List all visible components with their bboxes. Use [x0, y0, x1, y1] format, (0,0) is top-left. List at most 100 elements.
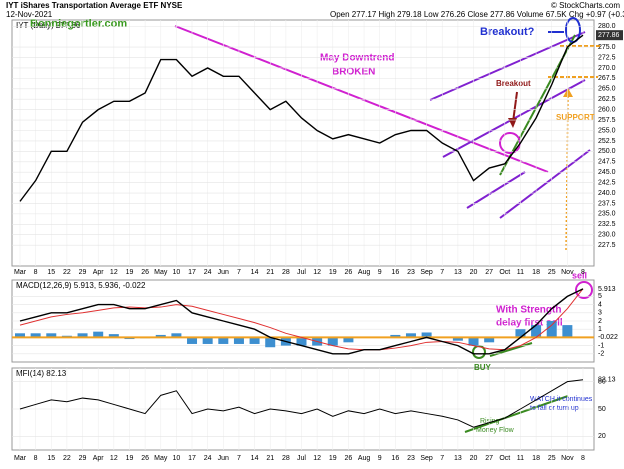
- macd-histogram-bar: [452, 337, 463, 341]
- x-tick-label: Oct: [499, 455, 510, 462]
- mfi-legend: MFI(14) 82.13: [16, 369, 67, 378]
- y-tick-label: 265.0: [598, 86, 616, 93]
- y-tick-label: 257.5: [598, 117, 616, 124]
- mfi-last-label: 82.13: [598, 377, 616, 384]
- x-tick-label: 14: [251, 455, 259, 462]
- arrow-head: [508, 118, 517, 128]
- macd-last-label: 5.913: [598, 286, 616, 293]
- annotation: sell: [572, 270, 587, 280]
- y-tick-label: 260.0: [598, 106, 616, 113]
- macd-histogram-bar: [265, 337, 276, 348]
- x-tick-label: 19: [329, 455, 337, 462]
- macd-histogram-bar: [93, 331, 104, 338]
- x-tick-label: 11: [517, 269, 524, 276]
- x-tick-label: Nov: [561, 269, 574, 276]
- x-tick-label: 16: [391, 269, 399, 276]
- macd-histogram-bar: [202, 337, 213, 344]
- x-tick-label: 12: [313, 269, 321, 276]
- series-line: [19, 288, 584, 355]
- x-tick-label: 18: [532, 269, 540, 276]
- breakout-arrow: [512, 91, 518, 123]
- buy-circle: [472, 345, 486, 359]
- x-tick-label: 19: [126, 455, 134, 462]
- last-price-box: [596, 30, 623, 41]
- annotation: SUPPORT: [556, 113, 595, 122]
- x-tick-label: 14: [251, 269, 259, 276]
- x-tick-label: 7: [440, 269, 444, 276]
- macd-histogram-bar: [296, 337, 307, 346]
- y-tick-label: 245.0: [598, 169, 616, 176]
- x-tick-label: 21: [266, 269, 274, 276]
- price-legend: IYT (Daily) 277.86: [16, 21, 81, 30]
- x-tick-label: May: [154, 269, 168, 276]
- y-tick-label: 80: [598, 379, 606, 386]
- annotation: Breakout: [496, 79, 531, 88]
- x-tick-label: 8: [34, 269, 38, 276]
- site: Bonniegortler.com: [30, 18, 127, 30]
- x-tick-label: Aug: [358, 455, 371, 462]
- quote: Open 277.17 High 279.18 Low 276.26 Close…: [330, 10, 624, 19]
- x-tick-label: 7: [440, 455, 444, 462]
- x-tick-label: 28: [282, 269, 290, 276]
- macd-histogram-bar: [171, 333, 182, 338]
- x-tick-label: 13: [454, 455, 462, 462]
- x-tick-label: 15: [47, 455, 55, 462]
- x-tick-label: 26: [141, 269, 149, 276]
- x-tick-label: Aug: [358, 269, 371, 276]
- macd-histogram-bar: [218, 337, 229, 344]
- x-tick-label: 20: [470, 269, 478, 276]
- macd-histogram-bar: [30, 333, 41, 338]
- x-tick-label: 10: [172, 269, 180, 276]
- x-tick-label: Mar: [14, 455, 27, 462]
- macd-histogram-bar: [484, 337, 495, 343]
- macd-histogram-bar: [15, 333, 25, 338]
- x-tick-label: 24: [204, 455, 212, 462]
- date: 12-Nov-2021: [6, 10, 53, 19]
- macd-histogram-bar: [46, 333, 57, 338]
- macd-histogram-bar: [233, 337, 244, 344]
- x-tick-label: 22: [63, 455, 71, 462]
- macd-histogram-bar: [468, 337, 479, 346]
- y-tick-label: 230.0: [598, 232, 616, 239]
- x-tick-label: 11: [517, 455, 524, 462]
- mfi-trend: [464, 395, 569, 433]
- macd-legend: MACD(12,26,9) 5.913, 5.936, -0.022: [16, 281, 146, 290]
- x-tick-label: May: [154, 455, 168, 462]
- channel-line: [499, 149, 591, 219]
- hist-last-label: -0.022: [598, 334, 618, 341]
- annotation: BUY: [474, 363, 492, 372]
- y-tick-label: 280.0: [598, 23, 616, 30]
- x-tick-label: Nov: [561, 455, 574, 462]
- series-line: [19, 288, 584, 351]
- macd-histogram-bar: [421, 332, 432, 338]
- x-tick-label: 8: [34, 455, 38, 462]
- x-tick-label: 26: [345, 455, 353, 462]
- annotation: delay first sell: [496, 318, 563, 329]
- arrow-head: [563, 88, 573, 97]
- x-tick-label: Jun: [218, 455, 229, 462]
- x-tick-label: Oct: [499, 269, 510, 276]
- x-tick-label: 29: [79, 455, 87, 462]
- x-tick-label: 12: [110, 455, 118, 462]
- y-tick-label: 272.5: [598, 54, 616, 61]
- x-tick-label: Mar: [14, 269, 27, 276]
- annotation: WATCH it continues: [530, 396, 593, 403]
- x-tick-label: 12: [110, 269, 118, 276]
- macd-histogram-bar: [562, 325, 573, 338]
- x-tick-label: 8: [581, 455, 585, 462]
- series-line: [19, 379, 584, 428]
- y-tick-label: 267.5: [598, 75, 616, 82]
- x-tick-label: 19: [329, 269, 337, 276]
- y-tick-label: 5: [598, 293, 602, 300]
- x-tick-label: 18: [532, 455, 540, 462]
- x-tick-label: 12: [313, 455, 321, 462]
- x-tick-label: 28: [282, 455, 290, 462]
- x-tick-label: 13: [454, 269, 462, 276]
- x-tick-label: 22: [63, 269, 71, 276]
- annotation: With Strength: [496, 305, 561, 316]
- x-tick-label: 17: [188, 455, 196, 462]
- x-tick-label: 17: [188, 269, 196, 276]
- macd-histogram-bar: [187, 337, 198, 344]
- macd-histogram-bar: [531, 325, 542, 338]
- x-tick-label: 15: [47, 269, 55, 276]
